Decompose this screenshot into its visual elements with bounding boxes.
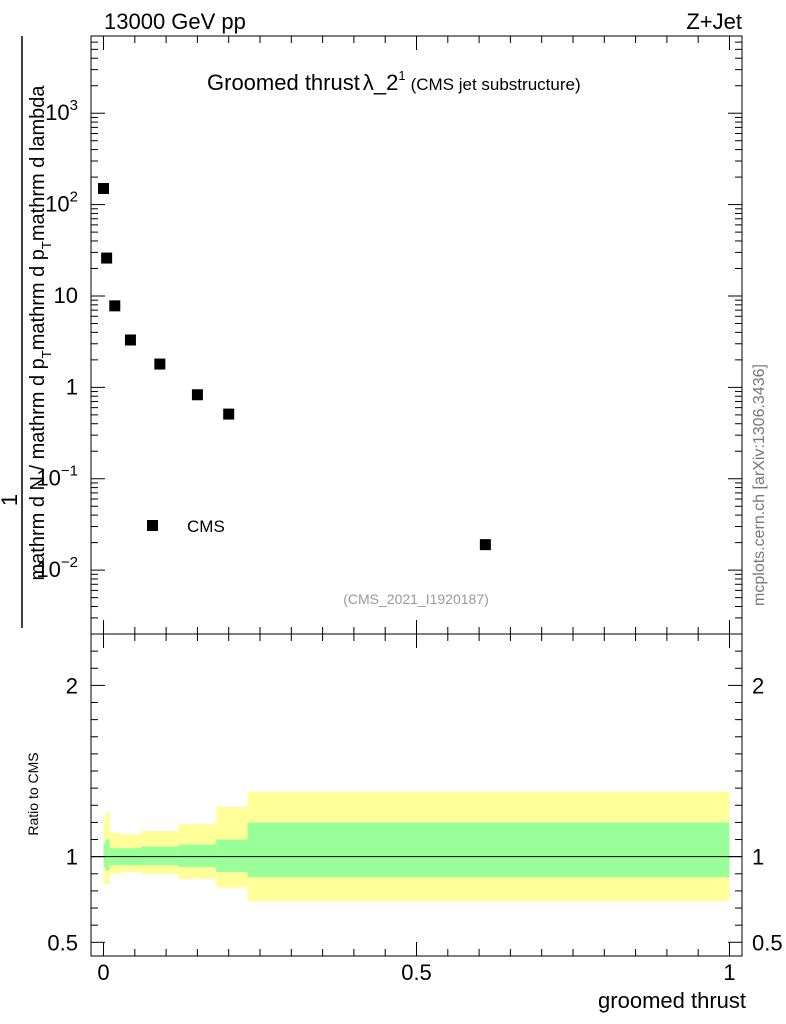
x-tick-label: 0.5 (401, 960, 432, 985)
source-label: mcplots.cern.ch [arXiv:1306.3436] (751, 364, 768, 606)
inner-band (141, 846, 179, 866)
y-label-numerator-one: 1 (0, 494, 22, 506)
data-point (479, 539, 491, 551)
data-point (223, 408, 235, 420)
inner-band (103, 842, 106, 867)
y-label-den-b: mathrm d p (27, 249, 49, 350)
y-tick-label: 103 (45, 97, 78, 125)
cms-data-points (98, 183, 491, 551)
ratio-axis-ticks (91, 634, 742, 956)
chart-title-main: Groomed thrust (207, 70, 360, 95)
ratio-y-tick-labels: 0.5 0.5 1 1 2 2 (47, 673, 782, 955)
inner-band (105, 839, 110, 871)
y-tick-label: 10−1 (36, 463, 78, 491)
ratio-y-tick-label: 0.5 (47, 930, 78, 955)
y-tick-label: 102 (45, 189, 78, 217)
ratio-bands (103, 791, 730, 902)
y-tick-label: 10−2 (36, 554, 78, 582)
inner-band (178, 844, 217, 867)
main-axis-ticks (91, 35, 742, 635)
ratio-y-tick-label-right: 2 (752, 673, 764, 698)
ratio-panel: 0.5 0.51 12 2 0 0.5 1 Ratio to CMS groomed th… (25, 633, 783, 1013)
x-tick-labels: 0 0.5 1 (97, 960, 735, 985)
analysis-label: (CMS_2021_I1920187) (343, 591, 489, 607)
x-tick-label: 0 (97, 960, 109, 985)
chart-title-lambda: λ_2 (363, 70, 398, 95)
chart-title-sup: 1 (398, 68, 405, 83)
main-frame (90, 35, 743, 635)
y-label-den-sub2: T (39, 241, 54, 249)
data-point (154, 358, 166, 370)
ratio-y-tick-label: 2 (66, 673, 78, 698)
main-y-tick-labels: 10−2 10−1 1 10 102 103 (36, 97, 78, 582)
process-label: Z+Jet (686, 9, 742, 34)
y-tick-label: 10 (54, 283, 78, 308)
data-point (124, 334, 136, 346)
y-label-den-sub: T (39, 350, 54, 358)
chart-title: Groomed thrust λ_21 (CMS jet substructure) (207, 68, 581, 95)
y-label-den-c: mathrm d lambda (27, 85, 49, 241)
data-point (101, 252, 113, 264)
ratio-y-label: Ratio to CMS (25, 752, 41, 835)
inner-band (216, 839, 248, 873)
ratio-y-tick-label-right: 0.5 (752, 930, 783, 955)
chart-subtitle: (CMS jet substructure) (411, 75, 581, 94)
inner-band (247, 822, 730, 878)
y-label-den-a: mathrm d N / mathrm d p (27, 358, 49, 580)
y-label-denominator: mathrm d N / mathrm d pTmathrm d pTmathr… (27, 85, 54, 581)
legend-marker (147, 520, 158, 531)
data-point (109, 300, 121, 312)
ratio-y-tick-label: 1 (66, 845, 78, 870)
data-point (191, 389, 203, 401)
x-tick-label: 1 (723, 960, 735, 985)
y-tick-label: 1 (66, 374, 78, 399)
main-y-axis-label: 1 mathrm d N / mathrm d pTmathrm d pTmat… (0, 36, 54, 628)
legend-label: CMS (187, 517, 225, 536)
data-point (98, 183, 110, 195)
x-axis-label: groomed thrust (598, 988, 746, 1013)
ratio-y-tick-label-right: 1 (752, 845, 764, 870)
energy-label: 13000 GeV pp (104, 9, 246, 34)
